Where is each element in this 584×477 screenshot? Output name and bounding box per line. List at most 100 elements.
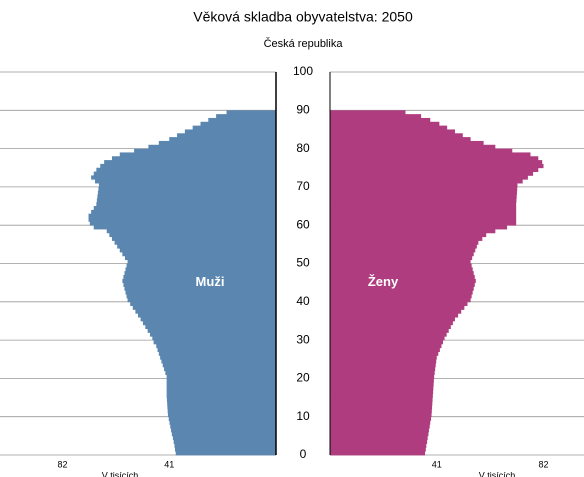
bar (166, 386, 276, 391)
bar (167, 405, 276, 410)
bar (226, 110, 276, 115)
y-tick-label: 100 (293, 64, 313, 78)
bar (119, 248, 276, 253)
bar (330, 343, 442, 349)
bar (173, 439, 276, 444)
y-tick-label: 0 (300, 447, 307, 461)
bar (109, 232, 276, 238)
bar (88, 213, 276, 218)
bar (330, 347, 440, 352)
bar (125, 267, 276, 272)
bar (330, 129, 455, 134)
bar (97, 194, 276, 199)
bar (330, 351, 439, 356)
bar (330, 366, 436, 372)
bar (330, 110, 406, 115)
bar (330, 244, 477, 249)
bar (330, 290, 473, 295)
bar (93, 171, 277, 176)
bar (330, 183, 518, 188)
bar (157, 347, 276, 352)
bar (166, 397, 276, 402)
bar (126, 263, 276, 268)
bar (330, 313, 459, 318)
bar (330, 194, 517, 199)
bar (174, 443, 276, 448)
bar (330, 202, 517, 207)
bar (330, 428, 429, 433)
bar (200, 121, 276, 127)
bar (98, 186, 276, 192)
bar (330, 439, 428, 444)
bar (134, 148, 276, 153)
bar (166, 389, 276, 395)
y-tick-label: 40 (296, 294, 310, 308)
bar (330, 175, 528, 180)
bar (127, 259, 277, 264)
x-axis-label: V tisících (102, 470, 139, 477)
bar (330, 443, 427, 448)
bar (123, 274, 276, 280)
bar (158, 351, 276, 356)
y-tick-label: 10 (296, 409, 310, 423)
bar (96, 202, 276, 207)
bar (126, 294, 276, 299)
bar (330, 117, 431, 123)
bar (166, 374, 276, 379)
bar (162, 363, 276, 368)
bar (132, 305, 276, 310)
bar (145, 324, 276, 330)
bar (330, 355, 437, 360)
bar (330, 160, 543, 165)
bar (330, 190, 517, 195)
bar (135, 309, 276, 314)
bar (330, 320, 453, 326)
bar (330, 152, 531, 157)
bar (93, 225, 277, 230)
bar (330, 206, 517, 211)
bar (330, 282, 475, 287)
bar (330, 114, 422, 119)
bar (330, 378, 434, 383)
bar (97, 190, 276, 195)
bar (330, 171, 534, 176)
bar (166, 393, 276, 398)
bar (330, 163, 544, 169)
bar (148, 144, 276, 149)
bar (124, 286, 276, 291)
bar (330, 221, 517, 226)
bar (168, 416, 276, 421)
bar (125, 290, 276, 295)
y-tick-label: 30 (296, 332, 310, 346)
bar (330, 328, 449, 333)
bar (91, 209, 276, 215)
bar (330, 248, 476, 253)
bar (330, 401, 433, 406)
bar (330, 416, 432, 421)
bar (93, 206, 277, 211)
bar (167, 401, 276, 406)
bar (330, 225, 508, 230)
bar (330, 179, 523, 184)
series-label: Ženy (368, 274, 399, 289)
bar (330, 156, 539, 161)
bar (330, 240, 479, 245)
bar (122, 252, 277, 257)
bar (106, 229, 276, 234)
bar (330, 451, 426, 456)
x-tick-label: 82 (57, 459, 67, 469)
bar (330, 382, 434, 387)
y-tick-label: 60 (296, 217, 310, 231)
bar (88, 217, 276, 222)
bar (165, 370, 276, 375)
bar (330, 389, 434, 395)
bar (111, 236, 276, 241)
bar (330, 274, 475, 280)
bar (192, 125, 276, 130)
bar (330, 278, 476, 284)
bar (184, 129, 276, 134)
bar (147, 328, 276, 333)
bar (330, 336, 445, 341)
bar (330, 148, 513, 153)
